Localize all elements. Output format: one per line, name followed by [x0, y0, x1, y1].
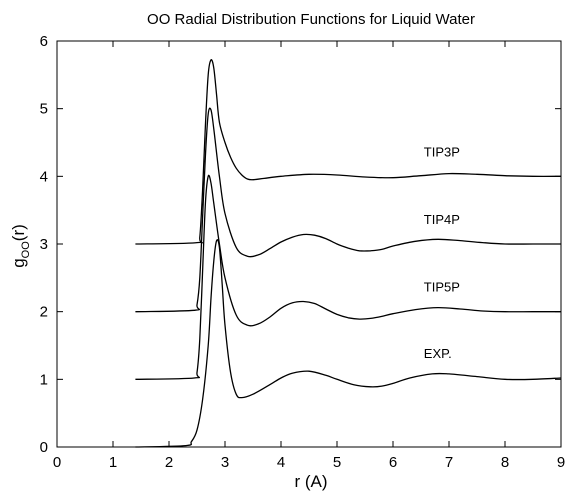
series-label-tip3p: TIP3P	[424, 144, 460, 159]
x-tick-label: 8	[501, 454, 509, 471]
x-tick-label: 5	[333, 454, 341, 471]
x-tick-label: 4	[277, 454, 285, 471]
y-tick-label: 3	[40, 236, 48, 253]
series-line-tip5p	[135, 174, 561, 380]
series-line-tip3p	[135, 59, 562, 245]
y-tick-label: 6	[40, 33, 48, 50]
x-axis-label: r (A)	[294, 472, 327, 491]
series-label-tip5p: TIP5P	[424, 280, 460, 295]
x-tick-label: 3	[221, 454, 229, 471]
x-tick-label: 7	[445, 454, 453, 471]
series-layer: TIP3P TIP4P TIP5P EXP.	[135, 59, 562, 448]
y-tick-label: 2	[40, 304, 48, 321]
plot-frame	[56, 40, 562, 448]
series-label-exp: EXP.	[424, 346, 452, 361]
axis-ticks: 0 1 2 3 4 5 6 7 8 9 0 1 2 3 4 5 6	[40, 33, 566, 471]
series-line-tip4p	[135, 107, 561, 313]
y-tick-label: 0	[40, 439, 48, 456]
x-tick-label: 9	[557, 454, 565, 471]
x-tick-label: 1	[109, 454, 117, 471]
y-tick-label: 1	[40, 371, 48, 388]
y-tick-label: 5	[40, 101, 48, 118]
y-axis-label-r: (r)	[9, 224, 28, 241]
chart-title: OO Radial Distribution Functions for Liq…	[147, 11, 475, 28]
series-label-tip4p: TIP4P	[424, 212, 460, 227]
y-axis-label: gOO(r)	[9, 224, 32, 268]
x-tick-label: 0	[53, 454, 61, 471]
y-axis-label-subscript: OO	[20, 241, 32, 259]
y-tick-label: 4	[40, 168, 48, 185]
y-axis-label-g: g	[9, 258, 28, 267]
series-line-exp	[135, 239, 562, 448]
x-tick-label: 2	[165, 454, 173, 471]
x-tick-label: 6	[389, 454, 397, 471]
